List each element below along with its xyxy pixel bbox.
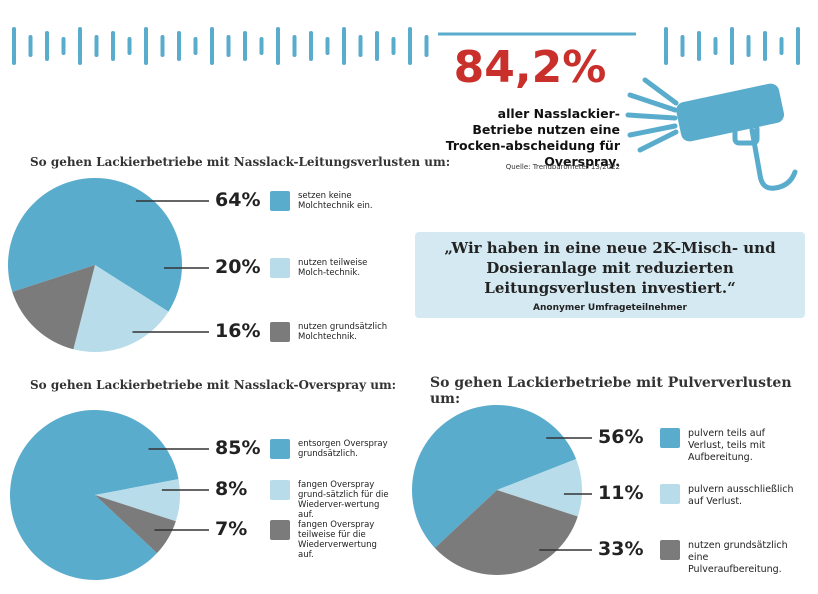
decor-bar bbox=[375, 31, 379, 61]
legend-swatch bbox=[270, 191, 290, 211]
decor-bar bbox=[358, 35, 363, 57]
quote-author: Anonymer Umfrageteilnehmer bbox=[533, 303, 687, 313]
decor-bar bbox=[697, 31, 701, 61]
decor-bar bbox=[796, 27, 800, 65]
decor-bar bbox=[127, 37, 132, 55]
legend-text: nutzen teilweise Molch-technik. bbox=[298, 258, 368, 278]
value-label: 85% bbox=[215, 437, 261, 459]
decor-bar bbox=[424, 35, 429, 57]
value-label: 56% bbox=[598, 426, 644, 448]
legend-text: nutzen grundsätzlich eine Pulveraufberei… bbox=[688, 540, 788, 575]
decor-bar bbox=[276, 27, 280, 65]
pie-slice bbox=[95, 495, 176, 554]
decor-bar bbox=[111, 31, 115, 61]
quote-box bbox=[415, 232, 805, 318]
chart-title: So gehen Lackierbetriebe mit Nasslack-Le… bbox=[30, 155, 451, 169]
decor-bar bbox=[193, 37, 198, 55]
chart-title: So gehen Lackierbetriebe mit Nasslack-Ov… bbox=[30, 378, 397, 392]
decor-bar bbox=[680, 35, 685, 57]
decor-bar bbox=[94, 35, 99, 57]
legend-text: pulvern ausschließlich auf Verlust. bbox=[688, 484, 794, 507]
value-label: 20% bbox=[215, 256, 261, 278]
decor-bar bbox=[664, 27, 668, 65]
decor-bar bbox=[45, 31, 49, 61]
decor-bar bbox=[28, 35, 33, 57]
decor-bar bbox=[325, 37, 330, 55]
pie-slice bbox=[434, 490, 578, 575]
legend-swatch bbox=[270, 322, 290, 342]
pie-slice bbox=[497, 458, 582, 517]
value-label: 64% bbox=[215, 189, 261, 211]
decor-bar bbox=[226, 35, 231, 57]
decor-bar bbox=[309, 31, 313, 61]
decor-bar bbox=[342, 27, 346, 65]
legend-text: setzen keine Molchtechnik ein. bbox=[298, 191, 373, 211]
decor-bar bbox=[61, 37, 66, 55]
decor-bar bbox=[144, 27, 148, 65]
value-label: 7% bbox=[215, 518, 248, 540]
legend-swatch bbox=[270, 520, 290, 540]
pie-slice bbox=[73, 265, 169, 352]
decor-bar bbox=[730, 27, 734, 65]
value-label: 16% bbox=[215, 320, 261, 342]
legend-text: fangen Overspray teilweise für die Wiede… bbox=[298, 520, 377, 560]
legend-swatch bbox=[660, 540, 680, 560]
pie-slice bbox=[7, 178, 182, 312]
legend-text: entsorgen Overspray grundsätzlich. bbox=[298, 439, 388, 459]
decor-bar bbox=[746, 35, 751, 57]
decor-bar bbox=[243, 31, 247, 61]
pie-slice bbox=[9, 410, 179, 581]
pie-slice bbox=[12, 265, 95, 350]
legend-swatch bbox=[270, 480, 290, 500]
chart-title: So gehen Lackierbetriebe mit Pulververlu… bbox=[430, 375, 792, 407]
decor-bar bbox=[292, 35, 297, 57]
decor-bar bbox=[12, 27, 16, 65]
decor-bar bbox=[779, 37, 784, 55]
decor-bar bbox=[78, 27, 82, 65]
pie-slice bbox=[95, 479, 180, 522]
value-label: 33% bbox=[598, 538, 644, 560]
decor-bar bbox=[259, 37, 264, 55]
legend-text: nutzen grundsätzlich Molchtechnik. bbox=[298, 322, 388, 342]
legend-text: pulvern teils auf Verlust, teils mit Auf… bbox=[688, 428, 766, 463]
source: Quelle: Trendbarometer 13/2022 bbox=[505, 163, 620, 171]
decor-bar bbox=[160, 35, 165, 57]
decor-bar bbox=[408, 27, 412, 65]
decor-bar bbox=[391, 37, 396, 55]
value-label: 8% bbox=[215, 478, 248, 500]
quote-text: „Wir haben in eine neue 2K-Misch- und Do… bbox=[444, 239, 776, 297]
pie-slice bbox=[412, 405, 577, 548]
legend-swatch bbox=[270, 258, 290, 278]
decor-bar bbox=[763, 31, 767, 61]
legend-swatch bbox=[660, 484, 680, 504]
legend-swatch bbox=[270, 439, 290, 459]
headline-stat: 84,2% bbox=[453, 42, 607, 93]
decor-bar bbox=[210, 27, 214, 65]
legend-swatch bbox=[660, 428, 680, 448]
headline-text: aller Nasslackier-Betriebe nutzen eine T… bbox=[445, 106, 620, 169]
decor-bar bbox=[177, 31, 181, 61]
legend-text: fangen Overspray grund-sätzlich für die … bbox=[298, 480, 389, 520]
value-label: 11% bbox=[598, 482, 644, 504]
spray-gun-icon bbox=[625, 77, 798, 191]
decor-bar bbox=[713, 37, 718, 55]
